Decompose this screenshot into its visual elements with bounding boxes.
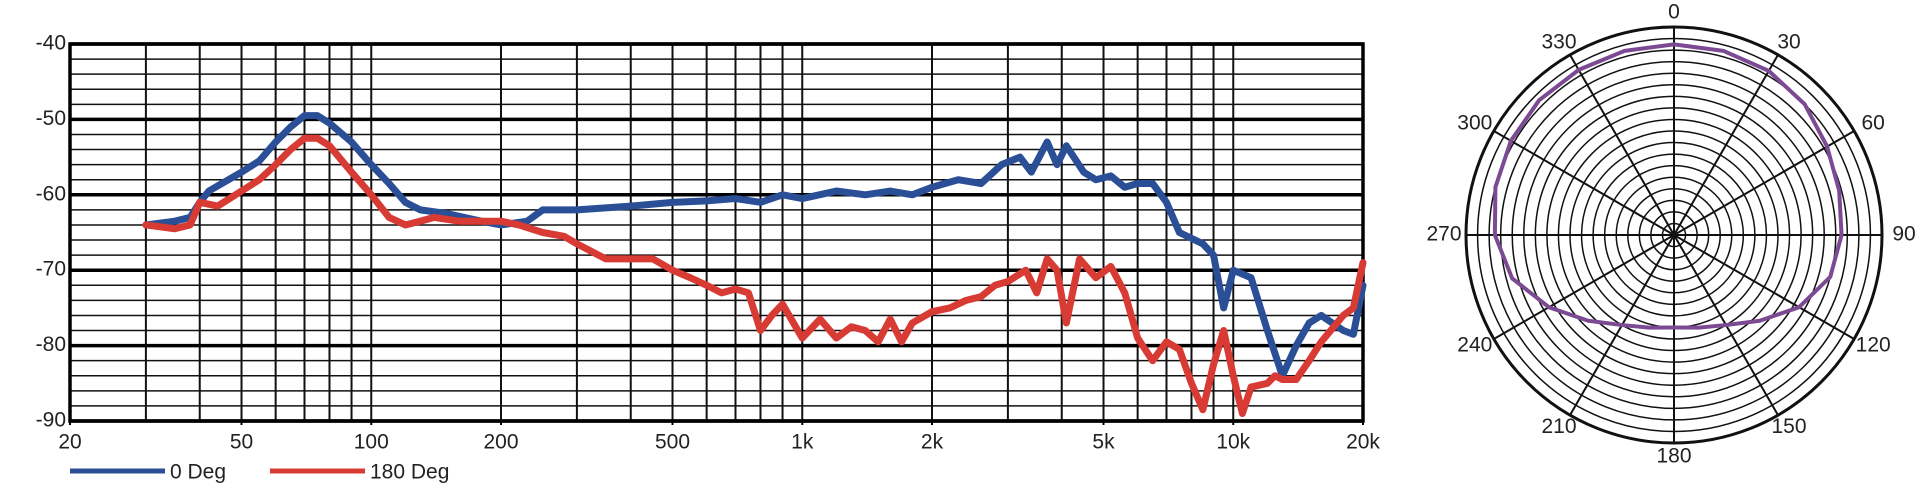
angle-label: 60: [1862, 112, 1885, 135]
x-tick-label: 50: [230, 431, 253, 454]
legend-label: 0 Deg: [170, 461, 226, 484]
y-tick-label: -40: [36, 32, 66, 55]
x-tick-label: 200: [483, 431, 518, 454]
y-tick-label: -50: [36, 107, 66, 130]
angle-label: 330: [1541, 30, 1576, 53]
x-tick-label: 100: [354, 431, 389, 454]
spoke-grid: [1673, 130, 1855, 236]
y-tick-label: -80: [36, 333, 66, 356]
y-tick-label: -60: [36, 182, 66, 205]
spoke-grid: [1569, 54, 1675, 236]
angle-label: 180: [1656, 445, 1691, 468]
plot-frame: [68, 42, 1365, 423]
x-tick-label: 20: [58, 431, 81, 454]
y-tick-label: -70: [36, 258, 66, 281]
x-tick-label: 500: [655, 431, 690, 454]
spoke-grid: [1493, 130, 1675, 236]
spoke-grid: [1673, 234, 1855, 340]
x-tick-label: 1k: [791, 431, 814, 454]
x-tick-label: 5k: [1092, 431, 1115, 454]
angle-label: 120: [1856, 334, 1891, 357]
polar-line: [1492, 42, 1844, 330]
angle-label: 30: [1777, 30, 1800, 53]
angle-label: 300: [1457, 112, 1492, 135]
angle-label: 210: [1541, 415, 1576, 438]
x-tick-label: 2k: [921, 431, 944, 454]
spoke-grid: [1673, 54, 1779, 236]
angle-label: 240: [1457, 334, 1492, 357]
legend-label: 180 Deg: [370, 461, 449, 484]
x-tick-label: 20k: [1346, 431, 1380, 454]
x-tick-label: 10k: [1216, 431, 1250, 454]
angle-label: 150: [1771, 415, 1806, 438]
y-tick-label: -90: [36, 409, 66, 432]
series-line: [142, 134, 1367, 417]
angle-label: 270: [1426, 223, 1461, 246]
series-line: [142, 112, 1367, 380]
angle-label: 90: [1892, 223, 1915, 246]
angle-label: 0: [1668, 1, 1680, 24]
spoke-grid: [1493, 234, 1675, 340]
